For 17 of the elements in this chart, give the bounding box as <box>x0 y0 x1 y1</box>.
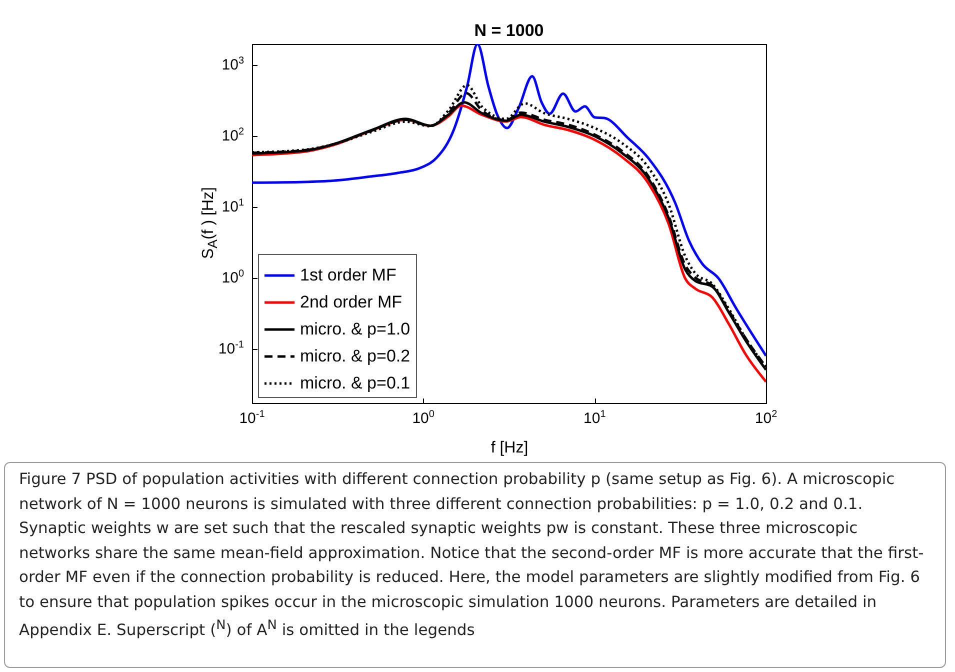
y-tick-label: 10$^{3}$ <box>222 56 244 74</box>
y-tick-label: 10$^{1}$ <box>222 197 244 216</box>
legend-label: micro. & p=0.1 <box>300 374 410 392</box>
x-tick-label: 10$^{1}$ <box>584 409 606 427</box>
y-tick-label: 10$^{-1}$ <box>218 339 244 357</box>
x-tick-label: 10$^{-1}$ <box>239 409 265 427</box>
x-tick-label: 10$^{0}$ <box>412 409 434 427</box>
legend-label: 2nd order MF <box>300 292 402 312</box>
legend-label: micro. & p=0.2 <box>300 346 410 366</box>
chart-title: N = 1000 <box>474 21 544 40</box>
legend-label: micro. & p=1.0 <box>300 320 410 338</box>
text: Figure 7 PSD of population activities with different connection probability p (same setup as Fig. 6). A microscopic network of N = 1000 neurons is simulated with three different connection probabilities: p = 1.0, 0.2 and 0.1. Synaptic weights w are set such that the rescaled synaptic weights pw is constant. These three microscopic networks share the same mean-field approximation. Notice that the second-order MF is more accurate that the first-order MF even if the connection probability is reduced. Here, the model parameters are slightly modified from Fig. 6 to ensure that population spikes occur in the microscopic simulation 1000 neurons. Parameters are detailed in Appendix E. Superscript ($^{N}$) of A$^{N}$ is omitted in the legends <box>19 470 924 640</box>
x-tick-label: 10$^{2}$ <box>754 409 778 427</box>
legend-label: 1st order MF <box>300 266 396 284</box>
y-tick-label: 10$^{2}$ <box>222 126 244 145</box>
x-axis-title: f [Hz] <box>490 440 528 456</box>
y-tick-label: 10$^{0}$ <box>222 268 244 286</box>
